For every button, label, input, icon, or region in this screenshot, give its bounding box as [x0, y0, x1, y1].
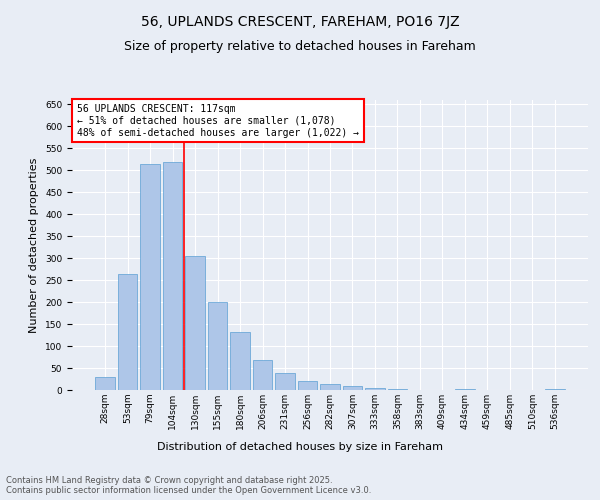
Bar [253, 360, 272, 390]
Bar [230, 332, 250, 390]
Bar [455, 388, 475, 390]
Bar [298, 381, 317, 390]
Bar [275, 374, 295, 390]
Bar [365, 388, 385, 390]
Y-axis label: Number of detached properties: Number of detached properties [29, 158, 40, 332]
Bar [140, 164, 160, 390]
Bar [343, 386, 362, 390]
Text: 56 UPLANDS CRESCENT: 117sqm
← 51% of detached houses are smaller (1,078)
48% of : 56 UPLANDS CRESCENT: 117sqm ← 51% of det… [77, 104, 359, 138]
Bar [118, 274, 137, 390]
Bar [208, 302, 227, 390]
Bar [545, 388, 565, 390]
Text: Distribution of detached houses by size in Fareham: Distribution of detached houses by size … [157, 442, 443, 452]
Bar [388, 388, 407, 390]
Bar [320, 384, 340, 390]
Text: 56, UPLANDS CRESCENT, FAREHAM, PO16 7JZ: 56, UPLANDS CRESCENT, FAREHAM, PO16 7JZ [140, 15, 460, 29]
Text: Contains HM Land Registry data © Crown copyright and database right 2025.
Contai: Contains HM Land Registry data © Crown c… [6, 476, 371, 495]
Bar [185, 256, 205, 390]
Text: Size of property relative to detached houses in Fareham: Size of property relative to detached ho… [124, 40, 476, 53]
Bar [163, 162, 182, 390]
Bar [95, 377, 115, 390]
